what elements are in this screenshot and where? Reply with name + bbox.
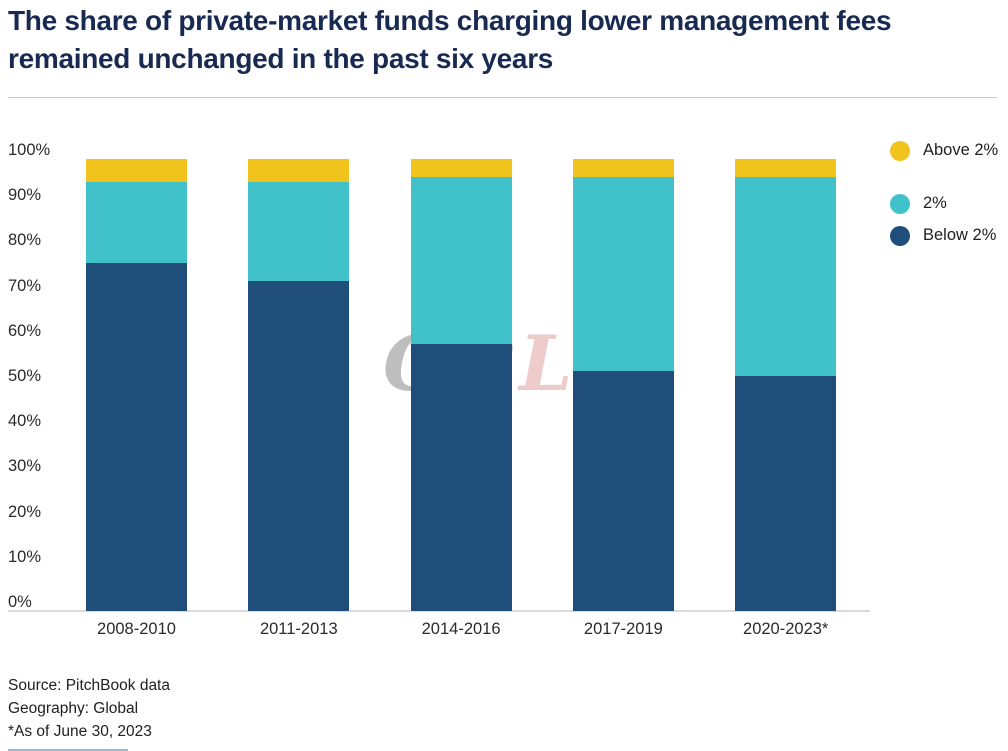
y-axis-tick-label: 90% bbox=[8, 186, 42, 205]
source-note: Source: PitchBook data bbox=[8, 677, 170, 694]
bar-segment-above-2 bbox=[86, 159, 187, 182]
bar-segment-above-2 bbox=[735, 159, 837, 178]
legend-item: Below 2% bbox=[890, 225, 1008, 246]
bar-segment-below-2 bbox=[248, 281, 350, 611]
y-axis-tick-label: 80% bbox=[8, 231, 42, 250]
x-axis-category-label: 2014-2016 bbox=[421, 620, 501, 638]
bar-segment-above-2 bbox=[248, 159, 350, 182]
bar-segment-above-2 bbox=[572, 159, 674, 178]
bar-segment-2 bbox=[735, 177, 837, 376]
y-axis-tick-label: 60% bbox=[8, 321, 42, 340]
y-axis-tick-label: 10% bbox=[8, 547, 42, 566]
cropped-bottom-element bbox=[8, 749, 128, 751]
title-divider bbox=[8, 97, 997, 98]
x-axis-category-label: 2011-2013 bbox=[259, 620, 338, 638]
bar-segment-2 bbox=[572, 177, 674, 372]
y-axis-tick-label: 20% bbox=[8, 502, 42, 521]
bar-segment-2 bbox=[410, 177, 512, 345]
legend-dot-icon bbox=[890, 226, 910, 246]
legend-item: 2% bbox=[890, 193, 1008, 214]
x-axis-category-label: 2020-2023* bbox=[743, 620, 829, 638]
x-axis-category-label: 2017-2019 bbox=[583, 620, 663, 638]
y-axis-tick-label: 30% bbox=[8, 457, 42, 476]
y-axis-tick-label: 0% bbox=[8, 593, 32, 611]
bar-segment-2 bbox=[86, 181, 187, 263]
bar-segment-below-2 bbox=[410, 344, 512, 611]
asof-note: *As of June 30, 2023 bbox=[8, 723, 152, 740]
chart-footnotes: Source: PitchBook data Geography: Global… bbox=[8, 674, 170, 743]
y-axis-tick-label: 40% bbox=[8, 412, 42, 431]
watermark-letter: L bbox=[519, 319, 580, 408]
y-axis-tick-label: 50% bbox=[8, 367, 42, 385]
x-axis-category-label: 2008-2010 bbox=[97, 620, 176, 638]
legend-label: Above 2% bbox=[923, 141, 999, 159]
bar-segment-2 bbox=[248, 181, 350, 282]
bar-segment-below-2 bbox=[572, 371, 674, 611]
legend-label: Below 2% bbox=[923, 226, 997, 244]
geography-note: Geography: Global bbox=[8, 700, 139, 717]
bar-segment-below-2 bbox=[86, 262, 187, 611]
y-axis-tick-label: 100% bbox=[8, 141, 51, 159]
legend-label: 2% bbox=[923, 194, 947, 212]
bar-segment-above-2 bbox=[410, 159, 512, 178]
bar-segment-below-2 bbox=[735, 375, 837, 611]
chart-title: The share of private-market funds chargi… bbox=[8, 5, 892, 74]
legend-dot-icon bbox=[890, 141, 910, 161]
legend-item: Above 2% bbox=[890, 140, 1008, 161]
legend-dot-icon bbox=[890, 194, 910, 214]
x-axis-line bbox=[8, 610, 870, 612]
y-axis-tick-label: 70% bbox=[8, 276, 42, 295]
